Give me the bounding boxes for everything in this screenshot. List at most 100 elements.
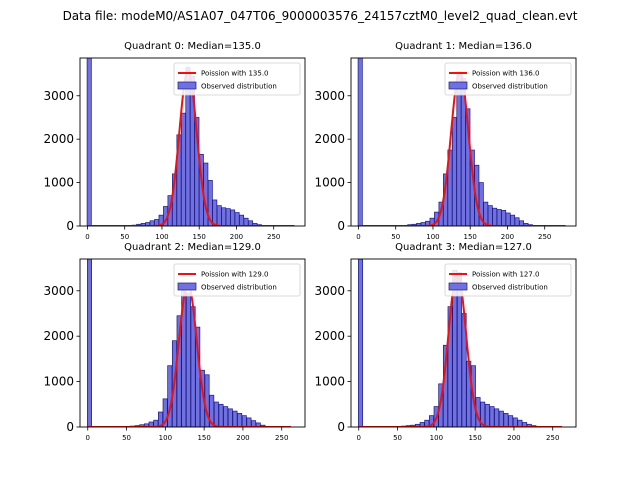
histogram-bar [512,417,518,427]
quadrant-title: Quadrant 3: Median=127.0 [395,242,532,253]
histogram-bar [514,217,520,226]
histogram-bar [216,205,222,226]
histogram-bar [501,210,507,226]
histogram-bar [239,214,245,226]
legend: Poission with 129.0 Observed distribution [173,263,301,297]
histogram-bar [167,365,173,427]
legend: Poission with 135.0 Observed distribution [173,62,301,96]
legend-bar-swatch [448,81,468,90]
y-tick-label: 0 [66,219,74,233]
histogram-bar [505,212,511,226]
histogram-bar [357,58,363,226]
histogram-bar [139,424,145,427]
quadrant-2-plot: 0 50 100 150 200 250 0 1000 2000 3000 Quadrant 2: … [43,242,306,442]
legend-label-fit: Poission with 127.0 [472,271,540,279]
x-tick-label: 100 [159,434,172,442]
x-tick-label: 200 [236,434,249,442]
histogram-bar [144,423,150,427]
histogram-bar [503,413,509,427]
histogram-bar [209,394,215,427]
x-tick-label: 250 [546,434,559,442]
quadrant-3-plot-area [358,259,563,427]
quadrant-1-plot: 0 50 100 150 200 250 0 1000 2000 3000 Quadrant 1: … [314,41,577,241]
y-tick-label: 2000 [314,132,345,146]
histogram-bar [243,217,249,226]
y-tick-label: 3000 [314,284,345,298]
histogram-bar [212,199,218,226]
y-tick-label: 2000 [43,132,74,146]
histogram-bar [358,259,363,427]
histogram-bar [255,422,261,427]
histogram-bar [498,410,504,427]
x-tick-label: 200 [230,233,243,241]
legend-bar-swatch [448,282,468,291]
y-tick-label: 1000 [43,176,74,190]
legend-label-fit: Poission with 129.0 [201,271,269,279]
x-tick-label: 50 [120,233,129,241]
x-tick-label: 50 [393,434,402,442]
x-tick-label: 250 [267,233,280,241]
legend-label-fit: Poission with 136.0 [472,70,540,78]
x-tick-label: 50 [391,233,400,241]
legend-label-observed: Observed distribution [472,83,548,91]
histogram-bar [489,406,495,427]
x-tick-label: 0 [85,233,89,241]
histogram-bar [508,415,514,427]
histogram-bar [218,403,224,427]
y-tick-label: 1000 [314,375,345,389]
y-tick-label: 3000 [43,284,74,298]
histogram-bar [227,408,233,427]
axes-frame [79,57,306,227]
axes-frame [350,57,577,227]
quadrant-title: Quadrant 1: Median=136.0 [395,41,532,52]
legend-box [444,62,572,96]
legend-label-observed: Observed distribution [201,284,277,292]
quadrant-title: Quadrant 2: Median=129.0 [124,242,261,253]
histogram-bar [176,315,182,427]
y-tick-label: 3000 [314,89,345,103]
quadrant-0-plot-area [86,58,295,226]
histogram-bar [223,406,229,427]
x-tick-label: 0 [86,434,90,442]
legend-box [444,263,572,297]
y-tick-label: 0 [337,219,345,233]
histogram-bar [180,112,186,226]
quadrant-3-plot: 0 50 100 150 200 250 0 1000 2000 3000 Quadrant 3: … [314,242,577,442]
histogram-bar [225,208,231,226]
histogram-bar [153,419,159,427]
histogram-bar [424,419,430,427]
x-tick-label: 150 [468,434,481,442]
legend: Poission with 136.0 Observed distribution [444,62,572,96]
legend-bar-swatch [177,282,197,291]
y-tick-label: 0 [337,420,345,434]
y-tick-label: 2000 [43,329,74,343]
histogram-bar [221,207,227,226]
quadrant-title: Quadrant 0: Median=135.0 [124,41,261,52]
legend-label-fit: Poission with 135.0 [201,70,269,78]
histogram-bar [87,259,92,427]
legend-label-observed: Observed distribution [472,284,548,292]
histogram-bar [162,398,168,427]
x-tick-label: 250 [538,233,551,241]
histogram-bar [484,403,490,427]
y-tick-label: 1000 [43,375,74,389]
x-tick-label: 50 [122,434,131,442]
x-tick-label: 150 [193,233,206,241]
histogram-bar [487,205,493,226]
x-tick-label: 100 [430,434,443,442]
x-tick-label: 250 [275,434,288,442]
histogram-bar [237,413,243,427]
histogram-bar [185,292,191,427]
y-tick-label: 1000 [314,176,345,190]
y-tick-label: 0 [66,420,74,434]
histogram-bar [246,417,252,427]
legend-box [173,263,301,297]
histogram-bar [148,421,154,427]
x-tick-label: 200 [501,233,514,241]
histogram-bar [517,419,523,427]
histogram-bar [251,420,257,427]
axes-frame [350,258,577,428]
histogram-bar [492,207,498,226]
